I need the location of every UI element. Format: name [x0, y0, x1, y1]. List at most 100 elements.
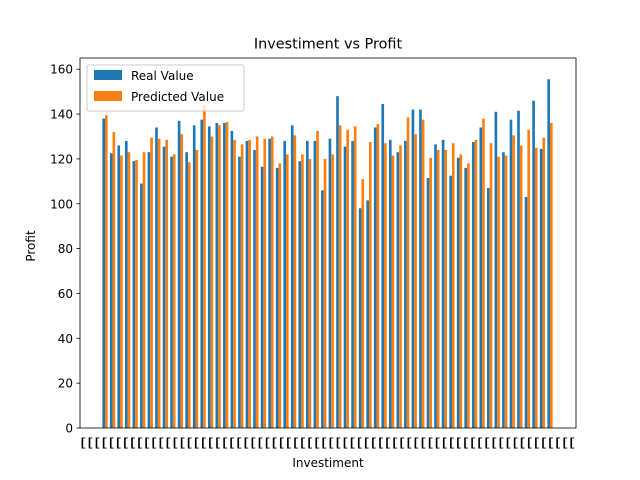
predicted-value-bar-52 — [497, 156, 500, 429]
y-axis-label: Profit — [24, 230, 38, 262]
real-value-bar-37 — [381, 103, 385, 428]
y-tick-label: 100 — [50, 197, 73, 211]
real-value-bar-23 — [275, 167, 279, 428]
predicted-value-bar-54 — [512, 135, 515, 429]
chart-title: Investiment vs Profit — [254, 37, 403, 53]
predicted-value-bar-9 — [172, 154, 176, 429]
predicted-value-bar-32 — [346, 129, 349, 428]
real-value-bar-32 — [343, 146, 347, 428]
predicted-value-bar-25 — [293, 135, 297, 429]
predicted-value-bar-6 — [150, 137, 153, 429]
real-value-bar-31 — [336, 96, 339, 429]
real-value-bar-8 — [162, 146, 166, 428]
real-value-bar-48 — [464, 167, 468, 428]
real-value-bar-49 — [471, 142, 475, 428]
real-value-bar-30 — [328, 138, 332, 429]
legend-label-predicted-value: Predicted Value — [131, 90, 224, 104]
predicted-value-bar-55 — [519, 145, 523, 428]
y-tick-label: 0 — [65, 422, 73, 436]
legend-box — [86, 64, 245, 112]
predicted-value-bar-8 — [165, 139, 168, 428]
predicted-value-bar-5 — [142, 152, 146, 428]
y-tick-label: 20 — [58, 377, 73, 391]
real-value-bar-33 — [351, 140, 354, 428]
predicted-value-bar-28 — [316, 130, 319, 428]
real-value-bar-34 — [358, 208, 362, 428]
real-value-bar-4 — [132, 161, 136, 428]
real-value-bar-53 — [502, 152, 505, 428]
legend-label-real-value: Real Value — [131, 69, 194, 83]
real-value-bar-9 — [170, 156, 173, 429]
real-value-bar-6 — [147, 152, 151, 428]
predicted-value-bar-51 — [489, 143, 493, 428]
real-value-bar-40 — [404, 140, 407, 428]
predicted-value-bar-59 — [550, 123, 553, 428]
real-value-bar-57 — [532, 100, 535, 429]
predicted-value-bar-37 — [384, 143, 387, 428]
predicted-value-bar-23 — [278, 163, 282, 428]
legend-swatch-predicted-value — [94, 91, 122, 101]
y-tick-label: 160 — [50, 63, 73, 77]
y-tick-label: 120 — [50, 152, 73, 166]
real-value-bar-0 — [102, 118, 105, 429]
predicted-value-bar-0 — [105, 115, 108, 429]
real-value-bar-1 — [109, 153, 113, 429]
predicted-value-bar-46 — [451, 143, 455, 428]
predicted-value-bar-29 — [323, 158, 327, 428]
predicted-value-bar-53 — [504, 155, 508, 429]
real-value-bar-51 — [487, 188, 490, 428]
real-value-bar-11 — [185, 152, 188, 428]
y-tick-label: 80 — [58, 242, 73, 256]
predicted-value-bar-35 — [368, 142, 372, 428]
real-value-bar-29 — [321, 190, 324, 428]
real-value-bar-50 — [479, 127, 483, 429]
predicted-value-bar-10 — [180, 134, 184, 429]
predicted-value-bar-33 — [353, 126, 357, 428]
predicted-value-bar-20 — [255, 136, 259, 429]
predicted-value-bar-38 — [391, 155, 395, 429]
real-value-bar-14 — [207, 126, 211, 428]
real-value-bar-59 — [547, 79, 550, 429]
real-value-bar-18 — [238, 156, 241, 429]
real-value-bar-35 — [366, 200, 369, 428]
predicted-value-bar-19 — [248, 139, 251, 428]
predicted-value-bar-1 — [112, 132, 116, 428]
legend: Real Value Predicted Value — [86, 64, 245, 112]
predicted-value-bar-50 — [482, 118, 485, 429]
predicted-value-bar-49 — [474, 139, 478, 428]
predicted-value-bar-11 — [187, 162, 191, 428]
predicted-value-bar-48 — [467, 163, 470, 428]
predicted-value-bar-15 — [218, 125, 221, 429]
real-value-bar-45 — [441, 139, 445, 428]
predicted-value-bar-36 — [376, 124, 380, 429]
predicted-value-bar-30 — [331, 154, 334, 429]
real-value-bar-12 — [192, 125, 196, 429]
predicted-value-bar-44 — [436, 149, 440, 428]
predicted-value-bar-34 — [361, 179, 365, 428]
real-value-bar-47 — [456, 157, 460, 429]
real-value-bar-25 — [290, 125, 294, 429]
predicted-value-bar-22 — [270, 136, 274, 429]
predicted-value-bar-13 — [203, 105, 206, 428]
real-value-bar-2 — [117, 145, 121, 428]
real-value-bar-46 — [449, 175, 452, 428]
predicted-value-bar-14 — [210, 136, 214, 429]
predicted-value-bar-40 — [406, 117, 410, 429]
legend-swatch-real-value — [94, 70, 122, 80]
real-value-bar-27 — [306, 140, 309, 428]
bar-series-group — [102, 79, 553, 429]
plot-frame — [79, 57, 577, 429]
predicted-value-bar-2 — [120, 155, 123, 429]
real-value-bar-52 — [494, 111, 498, 428]
predicted-value-bar-39 — [399, 145, 402, 428]
real-value-bar-22 — [268, 138, 271, 429]
x-axis-label: Investiment — [292, 456, 364, 470]
y-tick-label: 60 — [58, 287, 73, 301]
real-value-bar-26 — [298, 161, 302, 428]
real-value-bar-17 — [230, 130, 234, 428]
predicted-value-bar-47 — [459, 154, 463, 429]
y-axis: 0 20 40 60 80 100 120 140 160 — [50, 63, 80, 436]
real-value-bar-38 — [388, 139, 392, 428]
predicted-value-bar-3 — [127, 152, 131, 428]
